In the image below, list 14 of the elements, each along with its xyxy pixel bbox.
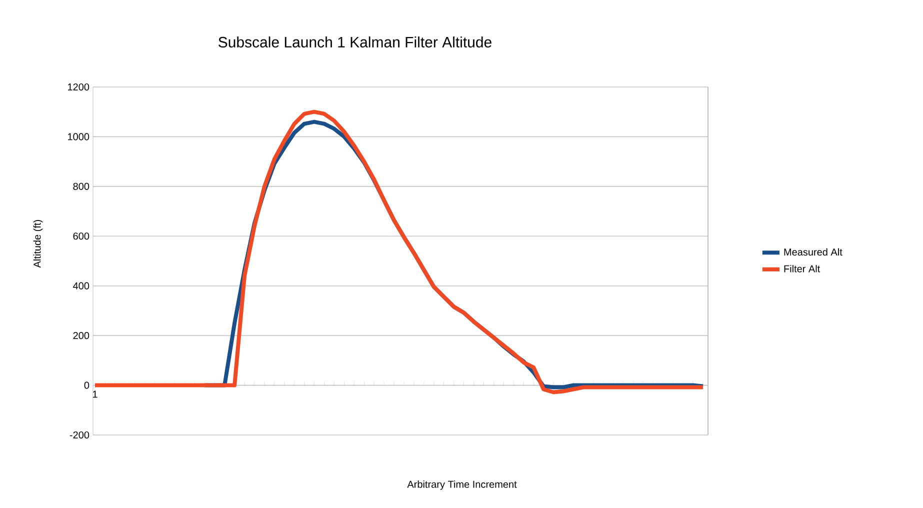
y-tick-label: 0 [84,382,90,389]
y-axis-title: Altitude (ft) [33,220,43,268]
y-tick-label: 800 [73,182,90,190]
y-tick-label: 1000 [68,133,90,140]
y-tick-label: 400 [73,282,90,290]
y-tick-label: 1200 [68,83,90,91]
chart-title: Subscale Launch 1 Kalman Filter Altitude [218,36,492,48]
y-tick-label: -200 [70,431,90,439]
x-tick-label: 1 [92,390,98,398]
legend-label: Filter Alt [784,264,820,272]
y-tick-label: 200 [73,332,90,340]
y-tick-label: 600 [73,232,90,240]
legend-label: Measured Alt [784,248,842,256]
x-axis-title: Arbitrary Time Increment [407,480,517,490]
